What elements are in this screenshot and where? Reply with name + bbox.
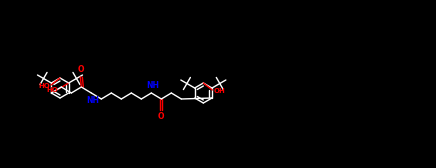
Text: HO: HO xyxy=(38,83,50,89)
Text: O: O xyxy=(78,65,85,74)
Text: HO: HO xyxy=(46,87,58,93)
Text: NH: NH xyxy=(86,96,99,105)
Text: OH: OH xyxy=(213,88,225,94)
Text: O: O xyxy=(158,112,164,121)
Text: NH: NH xyxy=(146,81,159,90)
